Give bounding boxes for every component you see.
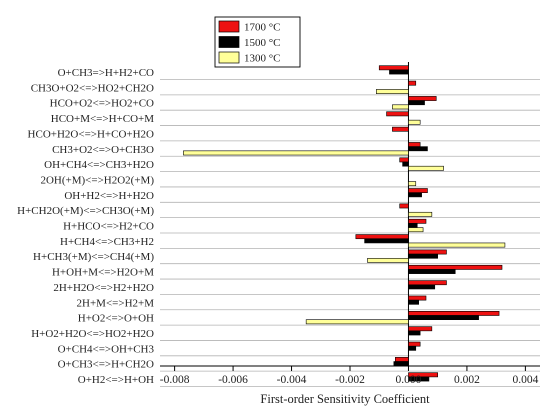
bar xyxy=(408,264,503,270)
legend-label: 1500 °C xyxy=(244,37,281,49)
x-tick-label: -0.002 xyxy=(335,374,365,386)
category-label: CH3O+O2<=>HO2+CH2O xyxy=(31,82,154,94)
bar xyxy=(408,119,421,125)
bar xyxy=(408,192,422,198)
bar xyxy=(305,319,409,325)
legend-label: 1300 °C xyxy=(244,53,281,65)
bar xyxy=(408,211,433,217)
bar xyxy=(408,181,417,187)
category-label: H+CH4<=>CH3+H2 xyxy=(60,236,154,248)
category-label: 2OH(+M)<=>H2O2(+M) xyxy=(40,174,154,186)
bar xyxy=(183,150,409,156)
bar xyxy=(408,280,447,286)
bar xyxy=(408,80,417,86)
bar xyxy=(399,203,409,209)
bar xyxy=(367,257,409,263)
category-label: H+CH3(+M)<=>CH4(+M) xyxy=(33,251,154,263)
legend-swatch xyxy=(218,20,240,33)
category-label: 2H+H2O<=>H2+H2O xyxy=(53,282,154,294)
x-tick-label: -0.008 xyxy=(160,374,190,386)
bar xyxy=(408,295,427,301)
bar xyxy=(408,310,500,316)
bar xyxy=(408,146,428,152)
bar xyxy=(386,111,409,117)
category-label: HCO+O2<=>HO2+CO xyxy=(50,98,154,110)
category-label: H+HCO<=>H2+CO xyxy=(63,221,154,233)
bar xyxy=(408,299,419,305)
category-label: O+CH3<=>H+CH2O xyxy=(58,359,154,371)
category-label: HCO+H2O<=>H+CO+H2O xyxy=(28,128,155,140)
bar xyxy=(408,253,438,259)
category-label: H+O2+H2O<=>HO2+H2O xyxy=(31,328,154,340)
bar xyxy=(408,284,436,290)
category-label: O+CH4<=>OH+CH3 xyxy=(58,343,155,355)
axis-layer: -0.008 -0.006 -0.004 -0.002 0.000 0.002 0.004 xyxy=(160,365,540,386)
category-label: H+OH+M<=>H2O+M xyxy=(52,267,154,279)
bar xyxy=(378,65,409,71)
x-tick-label: -0.004 xyxy=(277,374,307,386)
bar xyxy=(376,89,409,94)
x-tick-label: 0.000 xyxy=(396,374,422,386)
category-label: OH+CH4<=>CH3+H2O xyxy=(44,159,154,171)
bar xyxy=(408,227,424,233)
category-label: CH3+O2<=>O+CH3O xyxy=(52,144,154,156)
category-label: HCO+M<=>H+CO+M xyxy=(51,113,154,125)
category-label: OH+H2<=>H+H2O xyxy=(64,190,154,202)
bar xyxy=(355,234,409,240)
bar xyxy=(408,142,421,147)
bar-layer xyxy=(183,65,506,382)
legend: 1700 °C 1500 °C 1300 °C xyxy=(214,16,301,68)
category-label: H+CH2O(+M)<=>CH3O(+M) xyxy=(17,205,154,217)
x-tick-label: 0.004 xyxy=(512,374,538,386)
legend-swatch xyxy=(218,36,240,48)
bar xyxy=(408,345,417,351)
bar xyxy=(364,238,409,244)
bar xyxy=(393,361,409,367)
bar xyxy=(392,126,409,132)
bar xyxy=(408,188,428,193)
bar xyxy=(395,357,409,362)
bar xyxy=(408,100,425,106)
bar xyxy=(408,269,456,274)
bar xyxy=(408,96,437,101)
category-label: H+O2<=>O+OH xyxy=(78,313,154,325)
x-axis-title: First-order Sensitivity Coefficient xyxy=(260,392,430,406)
grid-layer xyxy=(160,62,540,387)
category-label: O+H2<=>H+OH xyxy=(78,374,154,386)
bar xyxy=(408,242,506,248)
category-label: O+CH3=>H+H2+CO xyxy=(58,67,154,79)
bar xyxy=(392,104,409,110)
x-tick-label: 0.002 xyxy=(454,374,480,386)
bar xyxy=(408,315,479,320)
bar xyxy=(408,165,444,171)
bar xyxy=(408,341,421,347)
bar xyxy=(408,218,427,224)
bar xyxy=(408,326,433,332)
bar xyxy=(408,330,421,336)
x-tick-label: -0.006 xyxy=(218,374,248,386)
bar xyxy=(408,249,447,255)
legend-label: 1700 °C xyxy=(244,22,281,34)
bar xyxy=(402,161,409,167)
bar xyxy=(389,69,409,75)
category-label: 2H+M<=>H2+M xyxy=(77,297,155,309)
bar xyxy=(408,223,418,228)
label-layer: O+CH3=>H+H2+CO CH3O+O2<=>HO2+CH2O HCO+O2<=… xyxy=(17,67,154,386)
bar xyxy=(408,376,430,382)
bar xyxy=(399,157,409,163)
legend-swatch xyxy=(218,51,240,64)
